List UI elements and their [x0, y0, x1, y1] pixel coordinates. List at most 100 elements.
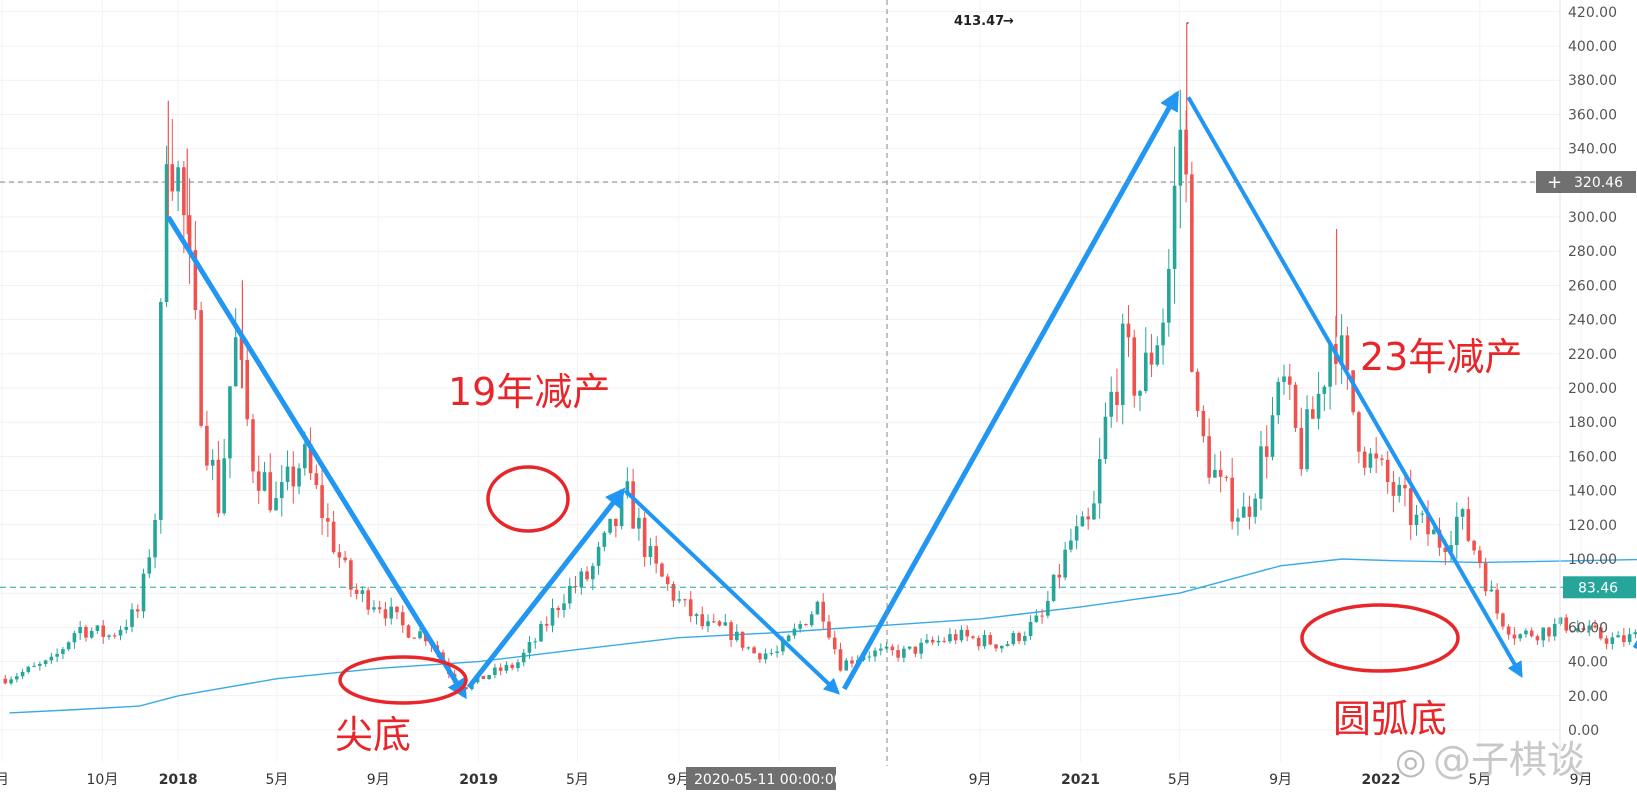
candle-body [694, 614, 699, 617]
candle-body [1443, 547, 1448, 553]
trend-arrow-up-2021 [842, 90, 1180, 691]
watermark: ◎ @子棋谈 [1395, 738, 1585, 782]
x-tick-label: 5月 [1468, 772, 1491, 788]
candle-body [1213, 469, 1217, 478]
crosshair-date-badge-bg [686, 767, 836, 790]
candle-body [1391, 482, 1396, 496]
candle-body [602, 532, 607, 547]
candle-body [95, 625, 100, 631]
y-tick-label: 40.00 [1568, 655, 1608, 671]
candle-body [176, 167, 180, 192]
y-tick-label: 60.00 [1568, 620, 1608, 636]
candle-body [1224, 476, 1229, 478]
candle-body [1218, 469, 1223, 477]
candle-body [256, 471, 261, 491]
candle-body [971, 636, 975, 638]
x-tick-label: 9月 [1269, 772, 1292, 788]
candle-body [1478, 550, 1482, 564]
candle-body [205, 425, 209, 466]
candle-body [406, 625, 411, 638]
candle-body [1524, 630, 1528, 635]
candle-body [579, 571, 584, 587]
candle-body [913, 646, 918, 654]
candle-body [1236, 517, 1240, 522]
candle-body [930, 639, 935, 643]
candle-body [1380, 458, 1384, 460]
candle-body [354, 589, 359, 594]
watermark-logo-icon: ◎ [1395, 741, 1426, 782]
candle-body [1627, 634, 1632, 643]
y-tick-label: 280.00 [1568, 244, 1617, 260]
candle-body [786, 635, 791, 642]
y-tick-label: 200.00 [1568, 381, 1617, 397]
candle-body [279, 482, 284, 499]
trend-arrow-down-2018 [166, 215, 467, 700]
candle-body [349, 560, 353, 590]
y-tick-label: 220.00 [1568, 347, 1617, 363]
candle-body [1518, 634, 1522, 639]
y-tick-label: 360.00 [1568, 107, 1617, 123]
x-tick-label: 5月 [1168, 772, 1191, 788]
candle-body [199, 310, 203, 426]
candle-body [902, 648, 906, 658]
candle-body [815, 601, 820, 615]
candle-body [1622, 635, 1626, 643]
x-tick-label: 9月 [667, 772, 690, 788]
candle-body [412, 637, 417, 639]
candle-body [1472, 540, 1476, 551]
candle-body [1564, 617, 1569, 631]
candle-body [740, 631, 745, 648]
candle-body [608, 518, 612, 533]
x-tick-label: 2022 [1362, 772, 1401, 788]
candle-body [625, 481, 630, 496]
candle-body [1599, 627, 1603, 639]
y-tick-label: 380.00 [1568, 73, 1617, 89]
candle-body [297, 468, 301, 487]
candle-body [1074, 526, 1079, 541]
candle-body [1086, 516, 1090, 520]
candle-body [1253, 498, 1258, 517]
y-tick-label: 120.00 [1568, 518, 1617, 534]
candle-body [1115, 391, 1119, 405]
annotation-19-halving: 19年减产 [448, 370, 610, 414]
candle-body [717, 621, 722, 626]
candle-body [1357, 412, 1361, 452]
candle-body [631, 481, 635, 529]
candle-body [879, 648, 883, 651]
candle-body [1282, 376, 1286, 382]
candle-body [124, 626, 129, 630]
x-tick-label: 月 [0, 772, 9, 788]
candle-body [1017, 633, 1021, 642]
candle-body [55, 653, 59, 657]
candle-body [1184, 129, 1188, 175]
candle-body [1535, 636, 1540, 641]
ellipse-sharp-bottom [338, 655, 468, 705]
candle-body [965, 629, 970, 637]
candle-body [1368, 453, 1373, 468]
candle-body [291, 466, 296, 487]
candle-body [216, 459, 221, 514]
candle-body [619, 495, 624, 527]
last-price-badge-bg [1563, 576, 1636, 599]
candle-body [798, 624, 802, 629]
candle-body [262, 472, 267, 491]
candle-body [1040, 615, 1044, 617]
candle-body [683, 599, 687, 601]
candle-body [907, 646, 912, 649]
x-tick-label: 2021 [1061, 772, 1100, 788]
candle-body [326, 518, 330, 522]
candle-body [614, 518, 618, 527]
candle-body [567, 585, 572, 604]
candle-body [729, 622, 733, 641]
candle-body [360, 590, 365, 594]
candle-body [1587, 625, 1592, 631]
candle-body [1126, 323, 1131, 338]
candle-body [688, 599, 693, 617]
crosshair-price-label: 320.46 [1574, 175, 1623, 191]
candle-body [193, 250, 198, 311]
candle-body [827, 621, 831, 638]
candle-body [642, 517, 647, 557]
y-tick-label: 160.00 [1568, 449, 1617, 465]
